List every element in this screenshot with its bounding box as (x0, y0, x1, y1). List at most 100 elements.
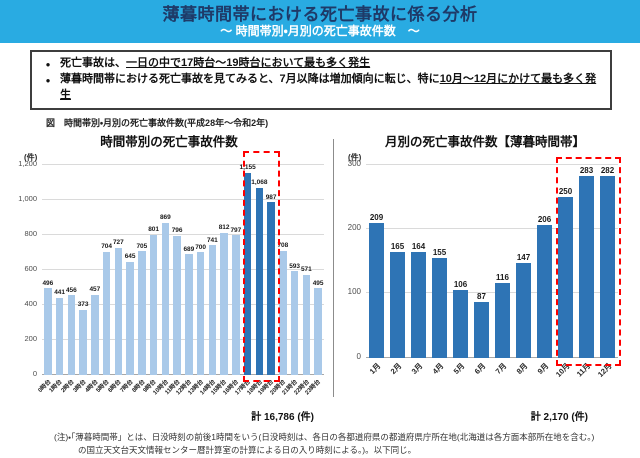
chart-title: 月別の死亡事故件数【薄暮時間帯】 (384, 134, 585, 149)
bar-value-label: 116 (496, 273, 509, 283)
gridline (42, 268, 324, 270)
bar (474, 301, 489, 358)
monthly-chart-panel: 月別の死亡事故件数【薄暮時間帯】 (件) 0 100 200 300 209 165 16… (338, 131, 632, 423)
x-axis-tick: 2月 (387, 360, 408, 380)
bar-value-label: 1,068 (251, 179, 268, 187)
bar-cell: 457 (89, 165, 101, 375)
y-axis-tick: 600 (24, 264, 37, 274)
bar-value-label: 869 (159, 214, 171, 222)
bar (255, 187, 264, 375)
bar-value-label: 87 (477, 291, 486, 301)
bar-cell: 987 (265, 165, 277, 375)
bar (516, 263, 531, 358)
bar-value-label: 441 (54, 289, 66, 297)
bar (44, 288, 52, 375)
header-banner: 薄暮時間帯における死亡事故に係る分析 ～ 時間帯別・月別の死亡事故件数 ～ (0, 0, 640, 43)
bullet-item-2: ● 薄暮時間帯における死亡事故を見てみると、7月以降は増加傾向に転じ、特に10月… (36, 72, 602, 104)
bullet-text: 死亡事故は、一日の中で17時台～19時台において最も多く発生 (60, 56, 602, 72)
bar-cell: 689 (183, 165, 195, 375)
bars-container: 209 165 164 155 106 87 116 147 206 250 283 282 (366, 165, 618, 358)
bar (267, 202, 275, 375)
bullet-icon: ● (45, 75, 51, 85)
bar (243, 172, 252, 375)
bar-value-label: 282 (600, 166, 615, 176)
bar-cell: 700 (195, 165, 207, 375)
bullet-icon: ● (45, 60, 51, 69)
bar-value-label: 812 (218, 224, 230, 232)
x-axis-tick: 3月 (408, 360, 429, 380)
bar (390, 251, 405, 358)
bar (537, 225, 552, 358)
y-axis-tick: 0 (356, 351, 361, 361)
bullet-emphasized-text: 10月～12月にかけて最も多く発生 (60, 72, 597, 101)
x-axis-tick: 11月 (574, 360, 597, 380)
x-axis-tick: 1月 (366, 360, 387, 380)
plot-area: 0 200 400 600 800 1,000 1,200 496 441 456 373 457 7… (10, 150, 328, 382)
page-title: 薄暮時間帯における死亡事故に係る分析 (162, 4, 478, 24)
bar (290, 271, 299, 375)
bar-cell: 496 (42, 165, 54, 375)
bar-cell: 250 (555, 165, 576, 358)
x-axis-tick: 4月 (429, 360, 450, 380)
plot: 496 441 456 373 457 704 727 645 705 801 869 796 689 7… (42, 150, 324, 382)
x-axis-spacer (338, 360, 366, 380)
bar (369, 223, 384, 358)
bar (208, 245, 217, 375)
bar-cell: 206 (534, 165, 555, 358)
bar (600, 176, 615, 358)
bar-value-label: 801 (148, 226, 160, 234)
gridline (42, 338, 324, 340)
figure-caption: 図 時間帯別・月別の死亡事故件数(平成28年～令和2年) (46, 117, 269, 128)
bar (79, 309, 87, 375)
bar-cell: 741 (207, 165, 219, 375)
bar (67, 295, 76, 375)
bar-value-label: 1,155 (239, 164, 256, 172)
page-subtitle: ～ 時間帯別・月別の死亡事故件数 ～ (220, 24, 420, 39)
bar-cell: 645 (124, 165, 136, 375)
x-axis: 0時台 1時台 2時台 3時台 4時台 5時台 6時台 7時台 8時台 9時台 10時台 11時台 12… (10, 377, 328, 397)
bar-value-label: 987 (265, 193, 277, 201)
bar-cell: 797 (230, 165, 242, 375)
bar-cell: 704 (101, 165, 113, 375)
y-axis-tick: 100 (347, 287, 361, 297)
bar (114, 247, 123, 375)
bar (126, 261, 134, 375)
bar-cell: 441 (54, 165, 66, 375)
charts-row: 時間帯別の死亡事故件数 (件) 0 200 400 600 800 1,000 1,200 … (10, 131, 632, 423)
x-axis-label: 3月 (409, 361, 425, 376)
bar-cell: 812 (218, 165, 230, 375)
bar-value-label: 705 (136, 242, 148, 250)
bar-cell: 593 (289, 165, 301, 375)
bar-value-label: 689 (183, 245, 195, 253)
bar-value-label: 373 (77, 301, 89, 309)
x-axis-label: 4月 (430, 361, 446, 376)
chart-title: 時間帯別の死亡事故件数 (100, 134, 238, 149)
bar-cell: 116 (492, 165, 513, 358)
y-axis-tick: 1,200 (18, 159, 37, 169)
y-axis-tick: 0 (32, 369, 37, 379)
gridline (42, 163, 324, 165)
plot: 209 165 164 155 106 87 116 147 206 250 283 282 (366, 156, 621, 366)
x-axis-label: 11月 (574, 361, 593, 379)
bar-value-label: 106 (453, 279, 468, 289)
footnote: (注)・「薄暮時間帯」とは、日没時刻の前後1時間をいう(日没時刻は、各日の各都道… (54, 431, 595, 456)
x-axis-tick: 6月 (471, 360, 492, 380)
bar (558, 196, 573, 358)
x-axis-label: 10月 (553, 361, 572, 379)
bar-cell: 283 (576, 165, 597, 358)
bar (102, 251, 111, 375)
bar-cell: 147 (513, 165, 534, 358)
bar-value-label: 250 (558, 186, 573, 196)
bar (411, 252, 426, 358)
x-axis-tick: 8月 (513, 360, 534, 380)
y-axis-tick: 200 (24, 334, 37, 344)
bar (173, 235, 181, 375)
bar-cell: 495 (312, 165, 324, 375)
bar (149, 234, 158, 375)
bullet-plain-text: 死亡事故は、 (60, 57, 126, 69)
bar-value-label: 704 (101, 243, 113, 251)
bar-cell: 282 (597, 165, 618, 358)
x-axis-label: 9月 (535, 361, 551, 376)
bar (314, 288, 322, 375)
bullet-item-1: ● 死亡事故は、一日の中で17時台～19時台において最も多く発生 (36, 56, 602, 72)
